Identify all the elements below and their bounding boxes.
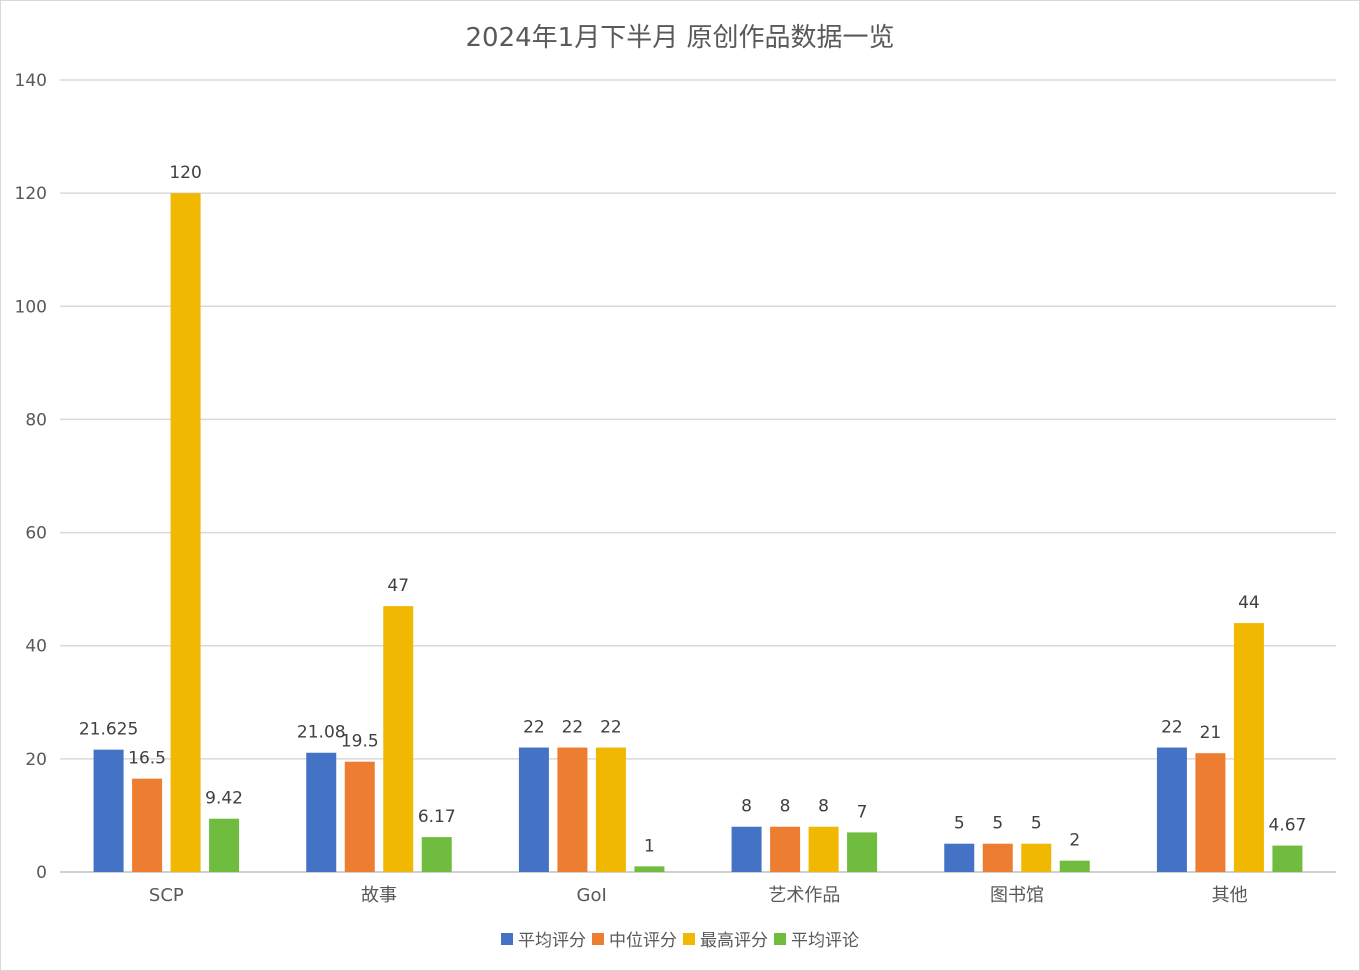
data-label: 21 bbox=[1200, 723, 1222, 743]
data-label: 9.42 bbox=[205, 789, 243, 809]
legend: 平均评分 中位评分 最高评分 平均评论 bbox=[0, 926, 1360, 951]
bar-2-5 bbox=[982, 843, 1013, 872]
data-label: 44 bbox=[1238, 593, 1260, 613]
legend-item: 平均评论 bbox=[774, 926, 859, 951]
data-label: 4.67 bbox=[1268, 816, 1306, 836]
data-label: 8 bbox=[780, 797, 791, 817]
bar-1-2 bbox=[306, 752, 337, 872]
bar-3-5 bbox=[1021, 843, 1052, 872]
data-label: 6.17 bbox=[418, 807, 456, 827]
y-tick-label: 100 bbox=[15, 297, 47, 317]
legend-item: 中位评分 bbox=[592, 926, 677, 951]
data-label: 19.5 bbox=[341, 732, 379, 752]
legend-swatch bbox=[592, 932, 604, 945]
x-category-label: SCP bbox=[149, 885, 184, 906]
bar-2-3 bbox=[557, 747, 588, 872]
x-category-label: 其他 bbox=[1212, 885, 1248, 906]
bar-3-6 bbox=[1233, 623, 1264, 872]
data-label: 16.5 bbox=[128, 749, 166, 769]
data-label: 5 bbox=[992, 814, 1003, 834]
y-tick-label: 0 bbox=[36, 863, 47, 883]
data-label: 22 bbox=[600, 718, 622, 738]
bar-1-5 bbox=[944, 843, 975, 872]
gridlines bbox=[60, 79, 1336, 873]
bar-3-2 bbox=[383, 606, 414, 872]
data-label: 2 bbox=[1069, 831, 1080, 851]
data-label: 8 bbox=[818, 797, 829, 817]
bars bbox=[93, 193, 1303, 873]
bar-3-4 bbox=[808, 826, 839, 872]
x-axis-categories: SCP 故事 GoI 艺术作品 图书馆 其他 bbox=[149, 885, 1248, 906]
y-tick-label: 140 bbox=[15, 71, 47, 91]
bar-4-5 bbox=[1059, 860, 1090, 872]
data-label: 5 bbox=[954, 814, 965, 834]
legend-label: 最高评分 bbox=[700, 931, 768, 951]
data-label: 7 bbox=[857, 802, 868, 822]
data-label: 5 bbox=[1031, 814, 1042, 834]
bar-4-4 bbox=[847, 832, 878, 872]
bar-4-2 bbox=[421, 837, 452, 872]
y-tick-label: 120 bbox=[15, 184, 47, 204]
bar-2-6 bbox=[1195, 753, 1226, 872]
data-label: 21.08 bbox=[297, 723, 346, 743]
chart-title: 2024年1月下半月 原创作品数据一览 bbox=[465, 23, 895, 53]
bar-4-6 bbox=[1272, 845, 1303, 872]
legend-item: 最高评分 bbox=[683, 926, 768, 951]
x-category-label: GoI bbox=[577, 885, 607, 906]
y-tick-label: 80 bbox=[25, 410, 47, 430]
legend-label: 平均评论 bbox=[791, 931, 859, 951]
x-category-label: 艺术作品 bbox=[768, 885, 840, 906]
bar-1-6 bbox=[1156, 747, 1187, 872]
y-tick-label: 60 bbox=[25, 524, 47, 544]
legend-label: 平均评分 bbox=[518, 931, 586, 951]
legend-swatch bbox=[501, 932, 513, 945]
bar-2-4 bbox=[770, 826, 801, 872]
bar-4-1 bbox=[209, 818, 240, 872]
bar-3-1 bbox=[170, 193, 201, 873]
bar-1-3 bbox=[518, 747, 549, 872]
data-label: 8 bbox=[741, 797, 752, 817]
legend-swatch bbox=[774, 932, 786, 945]
data-label: 120 bbox=[169, 163, 201, 183]
y-tick-label: 20 bbox=[25, 750, 47, 770]
x-category-label: 故事 bbox=[361, 885, 397, 906]
bar-1-4 bbox=[731, 826, 762, 872]
data-label: 22 bbox=[562, 718, 584, 738]
legend-label: 中位评分 bbox=[609, 931, 677, 951]
data-label: 22 bbox=[523, 718, 545, 738]
y-axis-ticks: 0 20 40 60 80 100 120 140 bbox=[15, 71, 47, 883]
x-category-label: 图书馆 bbox=[990, 885, 1044, 906]
bar-2-2 bbox=[344, 761, 375, 872]
bar-1-1 bbox=[93, 749, 124, 872]
bar-2-1 bbox=[132, 778, 163, 872]
data-label: 1 bbox=[644, 836, 655, 856]
bar-3-3 bbox=[595, 747, 626, 872]
legend-swatch bbox=[683, 932, 695, 945]
data-label: 47 bbox=[387, 576, 409, 596]
legend-item: 平均评分 bbox=[501, 926, 586, 951]
data-label: 22 bbox=[1161, 718, 1183, 738]
data-label: 21.625 bbox=[79, 720, 138, 740]
y-tick-label: 40 bbox=[25, 637, 47, 657]
bar-4-3 bbox=[634, 866, 665, 872]
